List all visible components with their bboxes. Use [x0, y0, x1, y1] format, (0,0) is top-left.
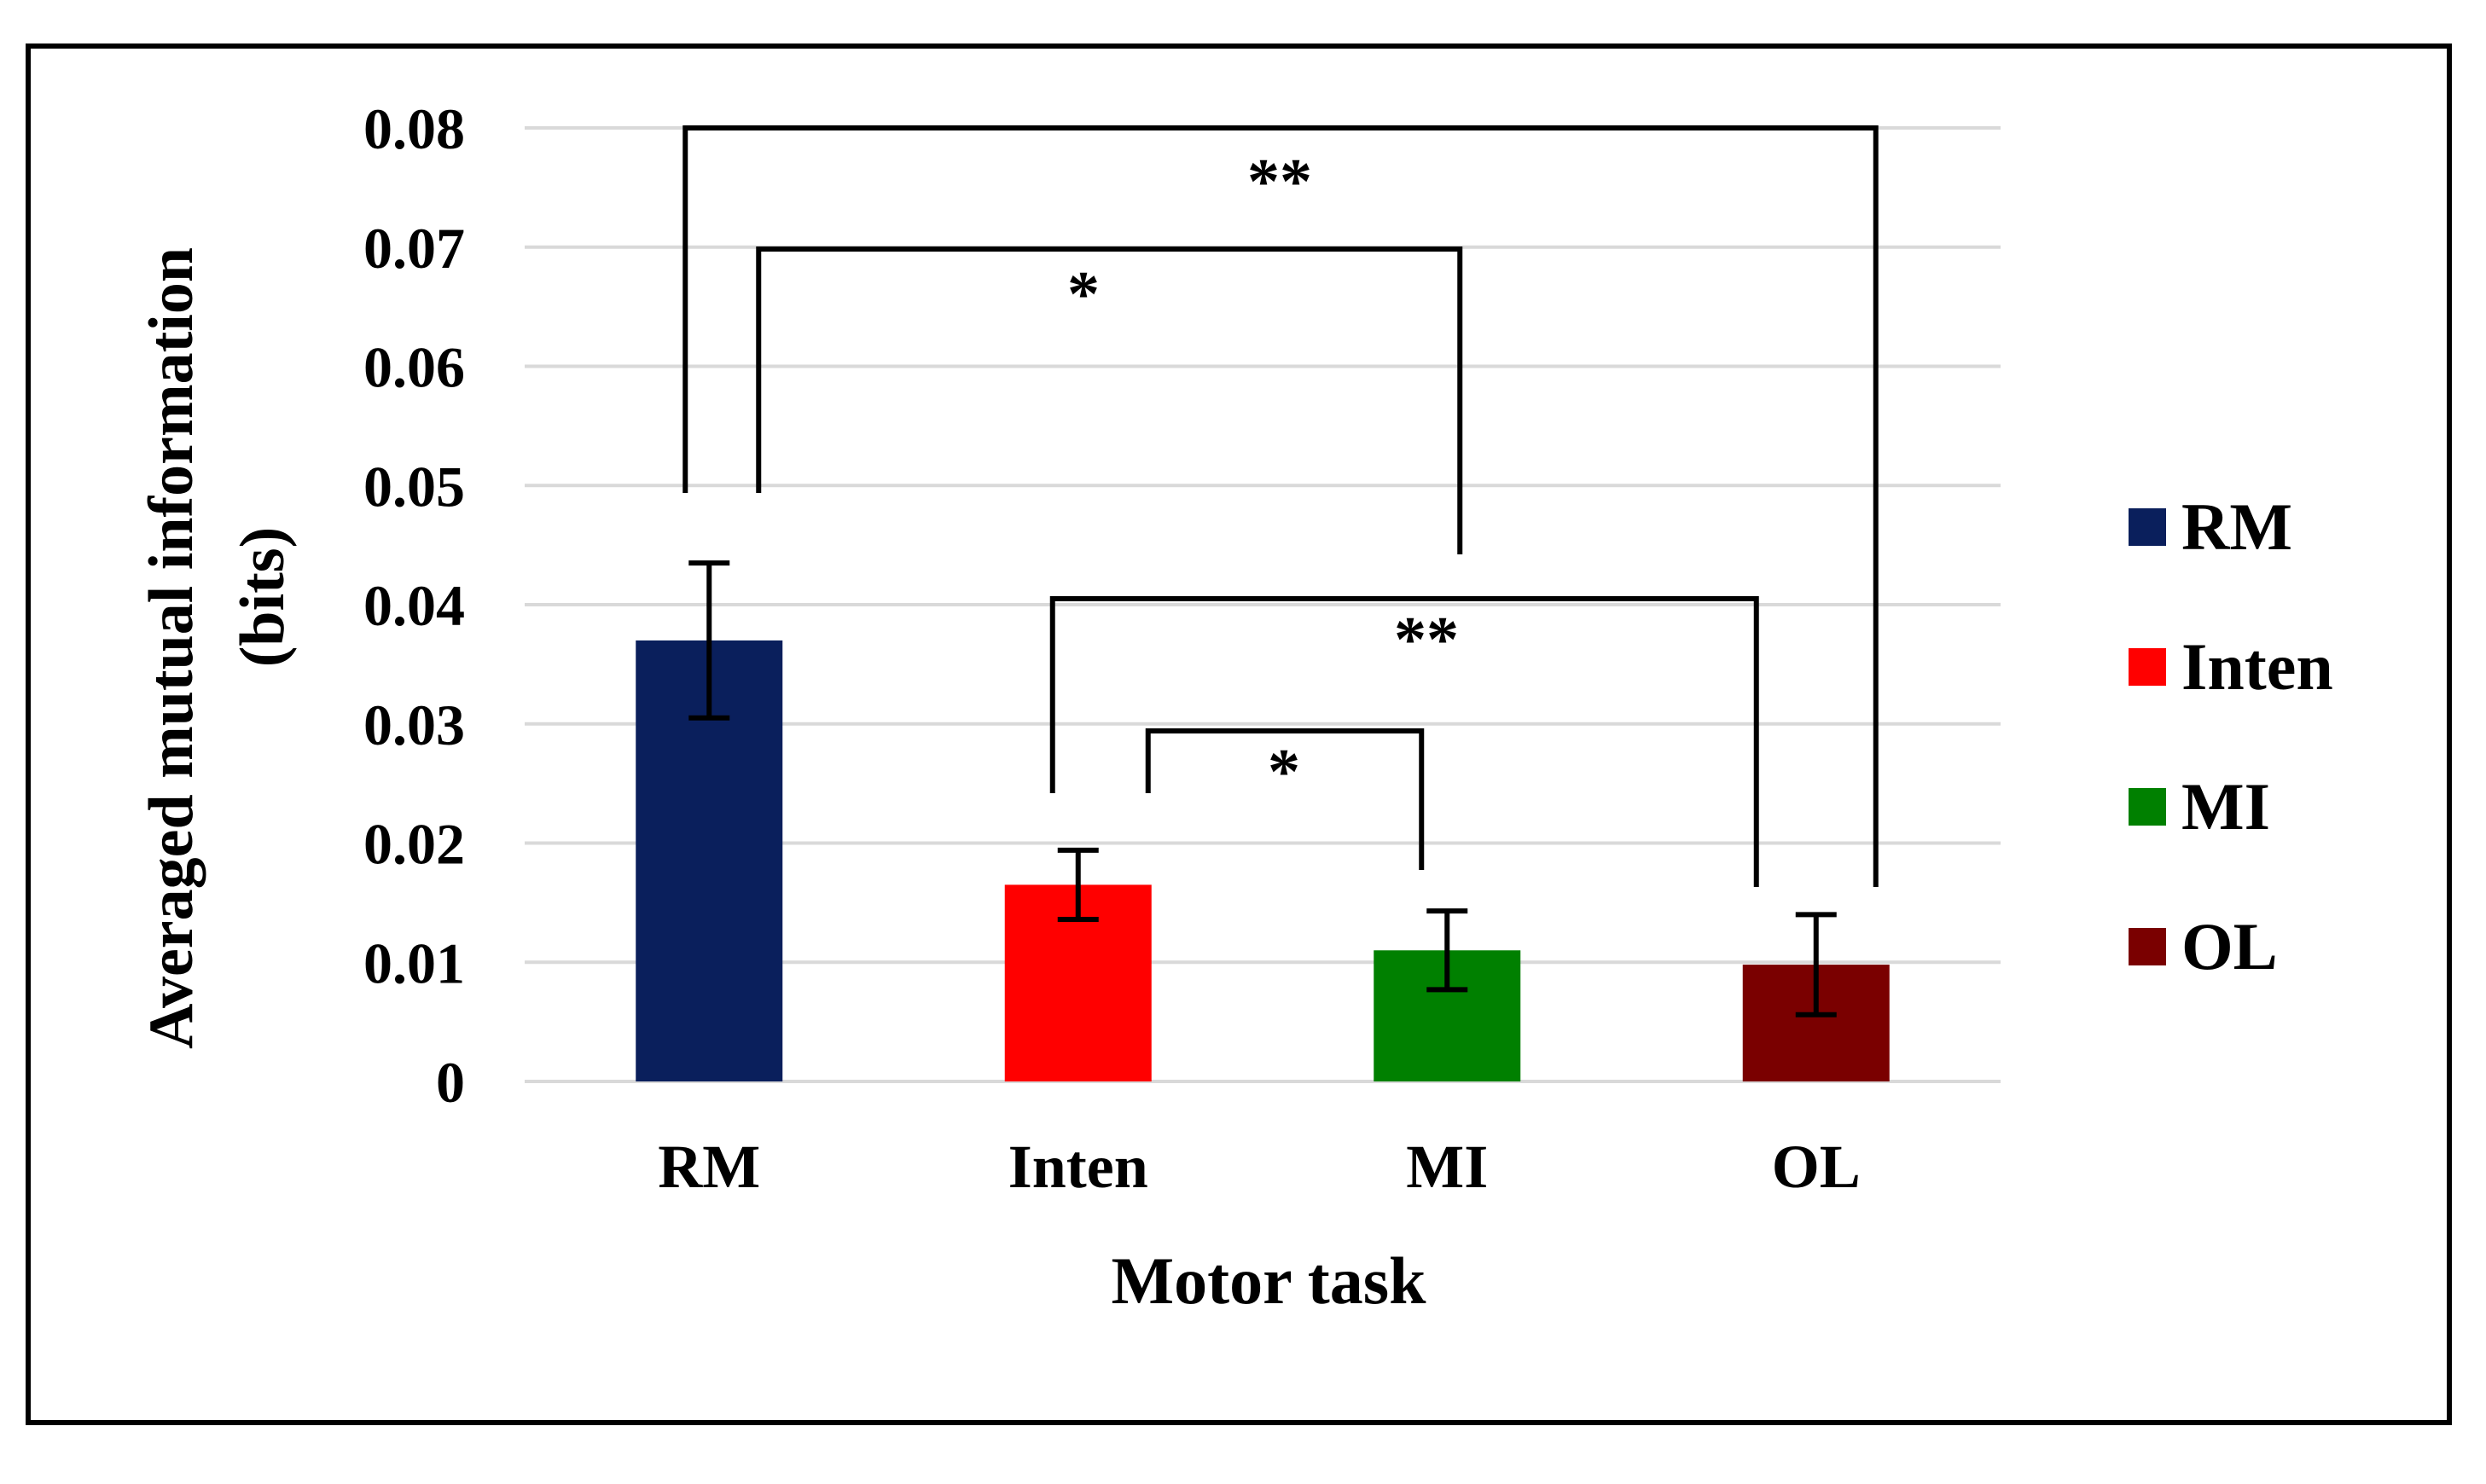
- legend-item: OL: [2129, 909, 2278, 983]
- x-tick-label: Inten: [1008, 1133, 1148, 1201]
- legend-swatch: [2129, 928, 2166, 965]
- legend-item: RM: [2129, 490, 2292, 564]
- x-tick-label: RM: [658, 1133, 760, 1201]
- y-tick-label: 0.05: [363, 454, 465, 519]
- legend-label: Inten: [2181, 629, 2333, 704]
- y-axis-label-line2: (bits): [228, 527, 298, 667]
- x-axis-label: Motor task: [1111, 1243, 1426, 1318]
- significance-bracket: *: [1145, 728, 1425, 870]
- legend-label: OL: [2181, 909, 2278, 983]
- y-tick-label: 0.07: [363, 216, 465, 281]
- y-axis-label-line1: Averaged mutual information: [136, 247, 206, 1049]
- significance-bracket: **: [682, 125, 1879, 887]
- significance-label: **: [1394, 604, 1459, 675]
- error-bar: [1426, 908, 1468, 993]
- y-tick-label: 0.01: [363, 930, 465, 995]
- legend-swatch: [2129, 508, 2166, 546]
- legend-item: MI: [2129, 769, 2270, 843]
- significance-bracket: **: [1049, 596, 1759, 887]
- significance-label: *: [1067, 258, 1100, 330]
- legend-label: RM: [2181, 490, 2292, 564]
- bracket-line: [1145, 728, 1425, 870]
- bracket-line: [756, 246, 1463, 554]
- significance-bracket: *: [756, 246, 1463, 554]
- bracket-line: [682, 125, 1879, 887]
- y-axis-label: Averaged mutual information (bits): [136, 247, 298, 1049]
- y-tick-label: 0.06: [363, 335, 465, 400]
- bracket-line: [1049, 596, 1759, 887]
- legend-label: MI: [2181, 769, 2270, 843]
- x-axis-ticks: RM Inten MI OL: [658, 1133, 1860, 1201]
- y-axis-ticks: 0 0.01 0.02 0.03 0.04 0.05 0.06 0.07 0.08: [363, 96, 465, 1115]
- y-tick-label: 0.03: [363, 693, 465, 757]
- y-tick-label: 0.08: [363, 96, 465, 161]
- significance-label: *: [1268, 736, 1300, 808]
- x-tick-label: MI: [1406, 1133, 1488, 1201]
- legend: RM Inten MI OL: [2129, 490, 2333, 983]
- error-bar: [1057, 847, 1099, 922]
- y-tick-label: 0.02: [363, 812, 465, 877]
- legend-swatch: [2129, 648, 2166, 686]
- significance-brackets: ******: [682, 125, 1879, 887]
- y-tick-label: 0.04: [363, 573, 465, 638]
- x-tick-label: OL: [1772, 1133, 1861, 1201]
- legend-swatch: [2129, 788, 2166, 826]
- legend-item: Inten: [2129, 629, 2333, 704]
- figure-border: [26, 43, 2452, 1425]
- error-bars: [688, 560, 1837, 1017]
- significance-label: **: [1247, 146, 1312, 217]
- error-bar: [688, 560, 730, 721]
- error-bar: [1795, 912, 1837, 1017]
- y-tick-label: 0: [436, 1050, 465, 1115]
